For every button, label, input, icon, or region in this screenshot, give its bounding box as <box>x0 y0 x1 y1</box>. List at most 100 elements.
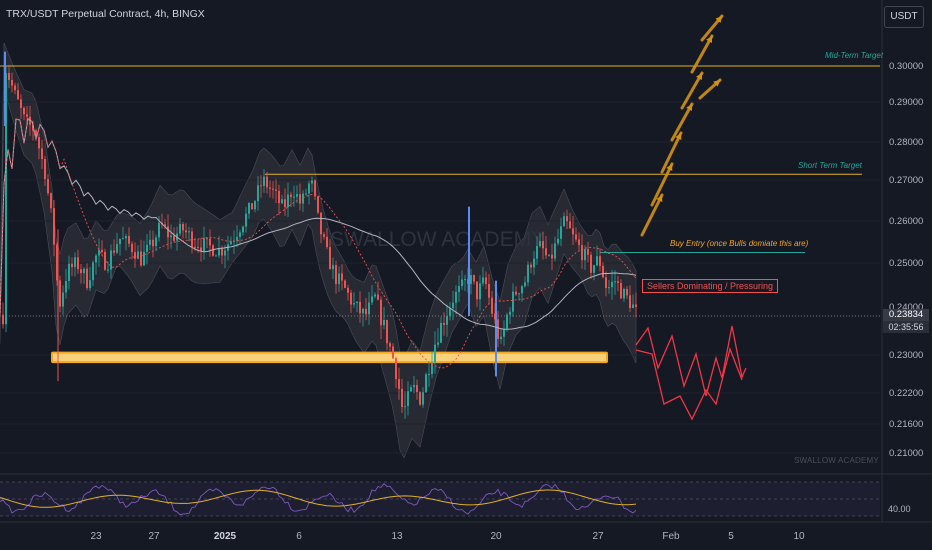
candle <box>113 250 115 253</box>
candle <box>566 216 568 222</box>
candle <box>38 137 40 149</box>
candle <box>479 283 481 300</box>
countdown-tag: 02:35:56 <box>883 321 929 333</box>
candle <box>623 289 625 299</box>
candle <box>461 279 463 286</box>
candle <box>587 249 589 255</box>
candle <box>455 291 457 303</box>
candle <box>440 323 442 343</box>
candle <box>530 264 532 268</box>
candle <box>437 342 439 345</box>
bearish-projection <box>635 325 747 397</box>
currency-button[interactable]: USDT <box>884 6 924 28</box>
candle <box>515 291 517 295</box>
candle <box>83 268 85 274</box>
candle <box>527 264 529 283</box>
candle <box>347 287 349 293</box>
candle <box>23 107 25 115</box>
candle <box>74 257 76 268</box>
candle <box>56 244 58 281</box>
bullish-arrow <box>690 34 714 74</box>
ma-100-line <box>0 117 637 330</box>
candle <box>575 234 577 240</box>
candle <box>620 283 622 299</box>
candle <box>395 358 397 380</box>
candle <box>272 188 274 190</box>
watermark: SWALLOW ACADEMY <box>794 456 879 465</box>
candle <box>95 255 97 263</box>
candle <box>140 251 142 266</box>
candle <box>131 243 133 253</box>
candle <box>185 230 187 233</box>
candle <box>302 193 304 204</box>
candle <box>356 301 358 304</box>
candle <box>365 308 367 315</box>
candle <box>44 159 46 180</box>
sellers-label: Sellers Dominating / Pressuring <box>642 279 779 293</box>
candle <box>602 265 604 278</box>
candle <box>212 245 214 256</box>
candle <box>65 281 67 293</box>
candle <box>134 252 136 259</box>
candle <box>182 224 184 231</box>
candle <box>209 238 211 246</box>
candle <box>287 194 289 208</box>
candle <box>596 256 598 266</box>
price-tick-label: 0.23000 <box>889 350 923 361</box>
center-watermark: SWALLOW ACADEMY <box>330 228 545 251</box>
candle <box>410 387 412 392</box>
mid-term-target-label: Mid-Term Target <box>825 51 884 60</box>
candle <box>68 263 70 281</box>
price-tick-label: 0.21000 <box>889 448 923 459</box>
candle <box>563 216 565 227</box>
candle <box>443 323 445 325</box>
candle <box>329 247 331 270</box>
candle <box>200 247 202 252</box>
candle <box>311 180 313 184</box>
candle <box>389 343 391 347</box>
candle <box>197 247 199 248</box>
candle <box>41 148 43 159</box>
candle <box>371 296 373 303</box>
candle <box>581 245 583 261</box>
candle <box>398 379 400 389</box>
candle <box>590 254 592 273</box>
candle <box>104 251 106 270</box>
candle <box>560 226 562 239</box>
candle <box>278 190 280 204</box>
candle <box>401 388 403 407</box>
candle <box>422 392 424 405</box>
rsi-level-label: 40.00 <box>888 504 911 514</box>
candle <box>368 302 370 315</box>
candle <box>599 256 601 266</box>
candle <box>518 293 520 295</box>
buy-entry-label: Buy Entry (once Bulls domiate this are) <box>670 239 809 248</box>
candle <box>539 241 541 247</box>
candle <box>470 275 472 284</box>
candle <box>548 254 550 256</box>
candle <box>260 185 262 187</box>
time-tick-label: Feb <box>662 531 680 542</box>
bullish-arrowhead <box>715 16 722 23</box>
candle <box>35 130 37 137</box>
candle <box>497 319 499 339</box>
candle <box>512 291 514 312</box>
candle <box>485 277 487 284</box>
candle <box>59 280 61 307</box>
candle <box>635 304 637 307</box>
candle <box>332 265 334 270</box>
candle <box>146 244 148 252</box>
candle <box>20 99 22 108</box>
candle <box>338 273 340 285</box>
candle <box>380 299 382 326</box>
candle <box>362 308 364 314</box>
candle <box>482 277 484 284</box>
candle <box>221 248 223 256</box>
candle <box>62 292 64 307</box>
candle <box>284 199 286 208</box>
candle <box>188 231 190 233</box>
ema-dotted-line <box>0 117 637 369</box>
rsi-ma-line <box>0 489 637 508</box>
candle <box>605 277 607 288</box>
